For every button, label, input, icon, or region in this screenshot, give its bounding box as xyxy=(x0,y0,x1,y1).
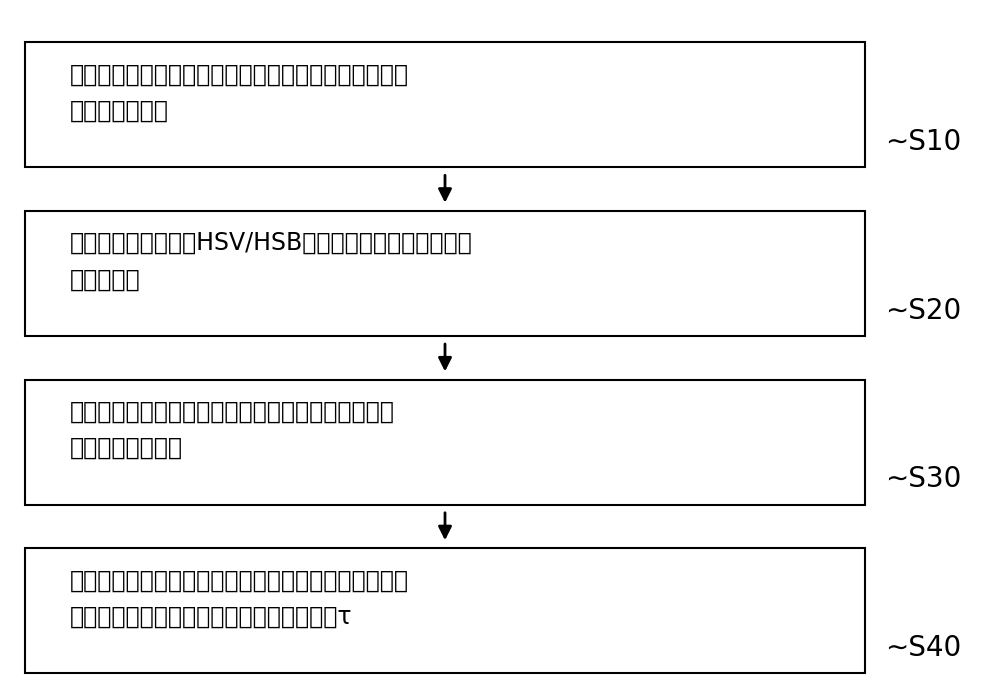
Text: ∼S20: ∼S20 xyxy=(885,296,961,325)
Text: 根据所述明度均值与所述饱和度均值的比值以指示颜色
深浅表征值，以匹配出所述待测溶液的浓度τ: 根据所述明度均值与所述饱和度均值的比值以指示颜色 深浅表征值，以匹配出所述待测溶… xyxy=(70,568,409,629)
Text: ∼S30: ∼S30 xyxy=(885,465,961,493)
Bar xyxy=(25,548,865,674)
Text: ∼S40: ∼S40 xyxy=(885,634,961,662)
Text: 获取图像采集装置在光源照射下采集的呈单色的待测溶
液的彩色图像；: 获取图像采集装置在光源照射下采集的呈单色的待测溶 液的彩色图像； xyxy=(70,62,409,123)
Text: 获取所述彩色图像在HSV/HSB模型下各像素点的明度值、
饱和度值；: 获取所述彩色图像在HSV/HSB模型下各像素点的明度值、 饱和度值； xyxy=(70,231,473,292)
Bar xyxy=(25,211,865,336)
Text: 根据各像素点的明度值、饱和度值获取对应的明度均
值、饱和度均值；: 根据各像素点的明度值、饱和度值获取对应的明度均 值、饱和度均值； xyxy=(70,400,395,460)
Bar xyxy=(25,42,865,167)
Bar xyxy=(25,379,865,505)
Text: ∼S10: ∼S10 xyxy=(885,128,961,156)
